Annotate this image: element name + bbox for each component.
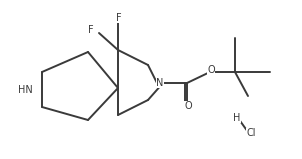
Text: F: F: [116, 13, 122, 23]
Text: O: O: [184, 101, 192, 111]
Text: O: O: [207, 65, 215, 75]
Text: N: N: [156, 78, 164, 88]
Text: HN: HN: [18, 85, 32, 95]
Text: F: F: [88, 25, 94, 35]
Text: H: H: [233, 113, 241, 123]
Text: Cl: Cl: [246, 128, 256, 138]
